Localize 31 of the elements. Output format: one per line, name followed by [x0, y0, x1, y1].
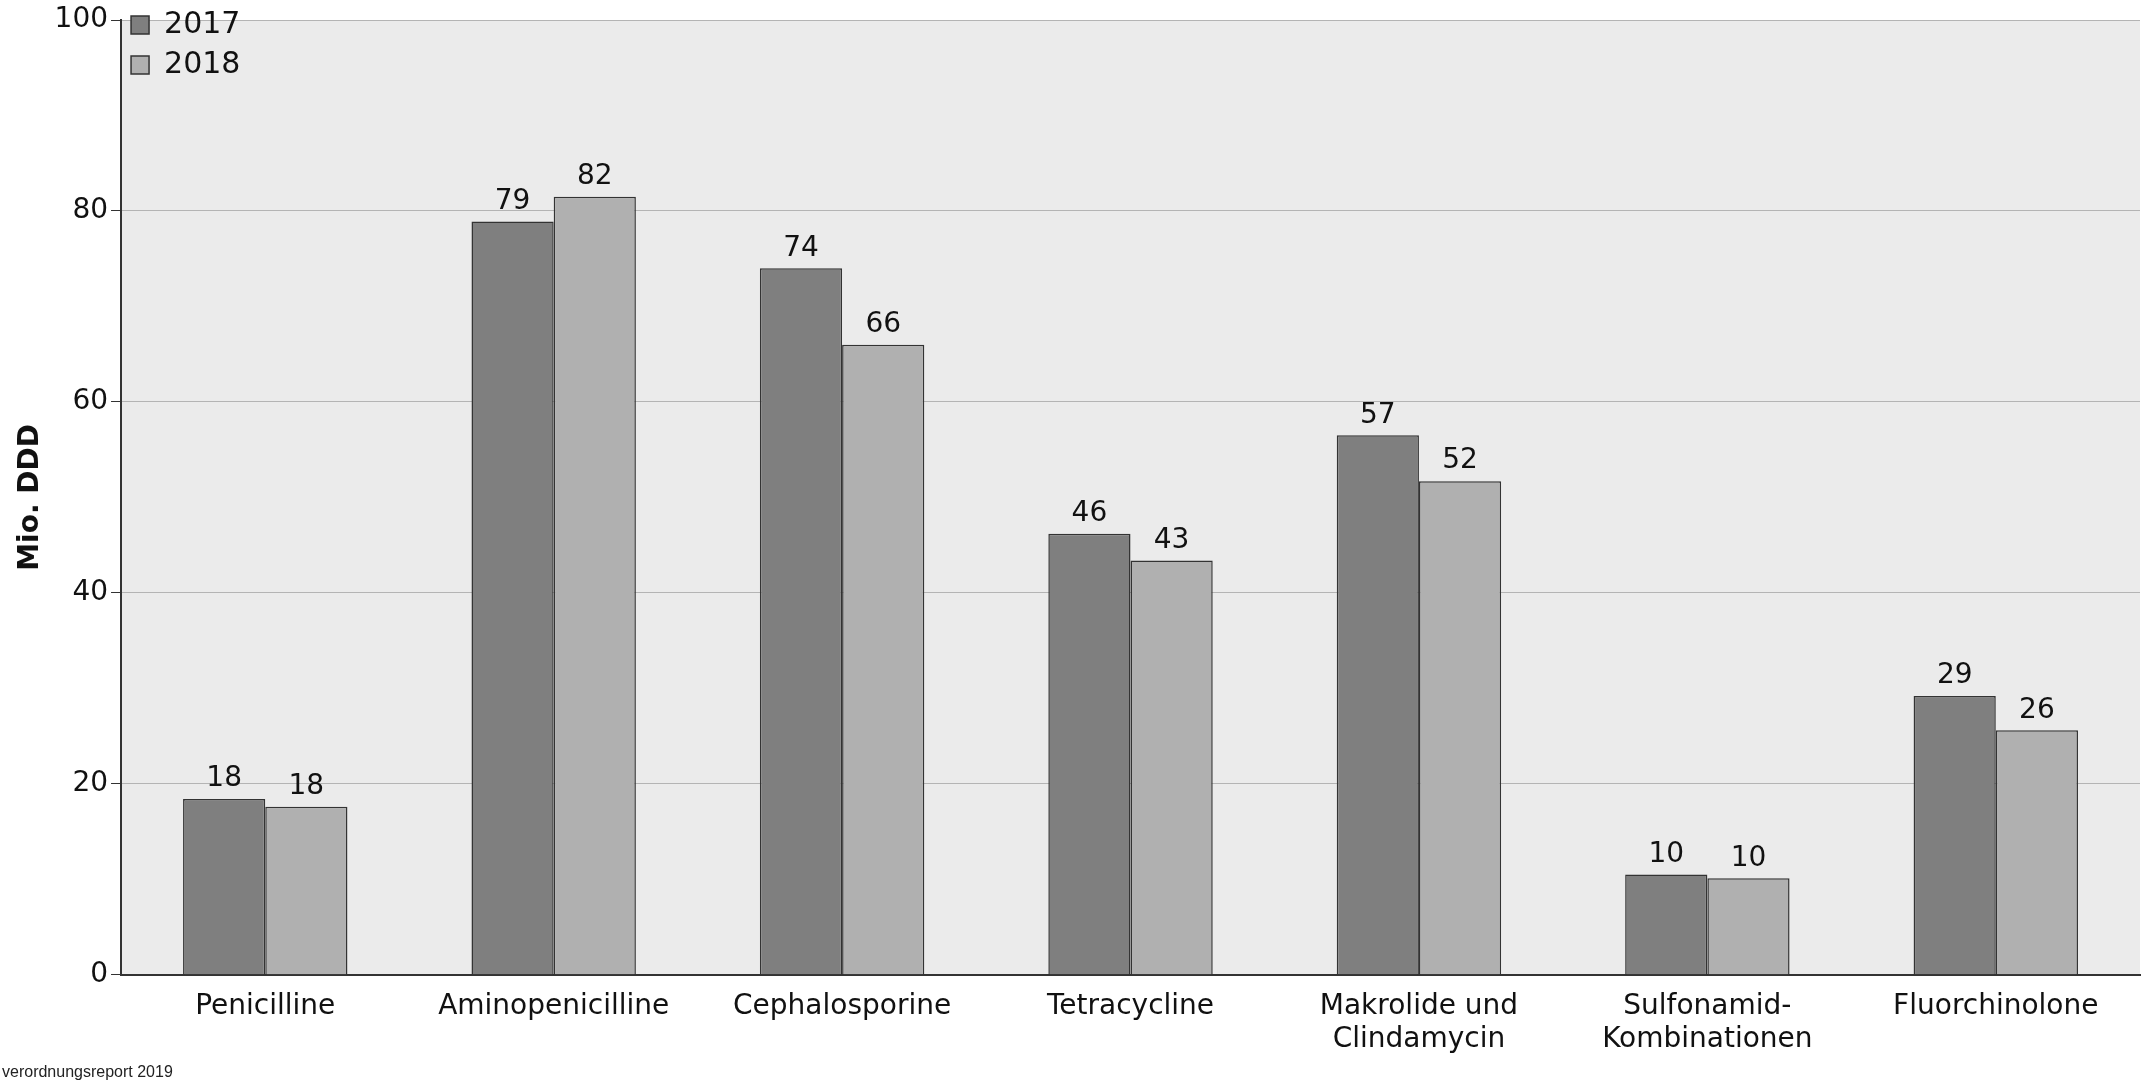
x-tick-label: Tetracycline — [1045, 987, 1215, 1021]
data-label: 46 — [1071, 494, 1108, 528]
legend-label: 2018 — [164, 44, 241, 80]
data-label: 10 — [1648, 835, 1685, 869]
data-label: 29 — [1936, 657, 1973, 691]
data-label: 79 — [494, 182, 531, 216]
data-label: 57 — [1360, 396, 1396, 430]
y-tick-label: 20 — [72, 765, 109, 799]
y-tick-label: 80 — [72, 192, 109, 226]
data-label: 82 — [576, 157, 613, 191]
data-label: 74 — [783, 229, 819, 263]
data-label: 26 — [2019, 691, 2055, 725]
data-label: 18 — [288, 768, 325, 802]
data-label: 10 — [1730, 839, 1767, 873]
data-label: 18 — [206, 760, 242, 794]
data-label: 43 — [1153, 521, 1190, 555]
x-tick-label: Fluorchinolone — [1893, 987, 2099, 1021]
y-tick-label: 0 — [90, 956, 109, 990]
legend-label: 2017 — [164, 4, 241, 40]
text: verordnungsreport 2019 — [2, 1063, 173, 1081]
y-axis-title: Mio. DDD — [12, 423, 46, 571]
data-label: 52 — [1442, 442, 1478, 476]
x-tick-label: Makrolide und Clindamycin — [1319, 987, 1519, 1055]
x-tick-label: Cephalosporine — [733, 987, 952, 1021]
data-label: 66 — [865, 305, 902, 339]
y-tick-label: 100 — [54, 1, 109, 35]
x-tick-label: Penicilline — [195, 987, 336, 1021]
x-tick-label: Aminopenicilline — [438, 987, 670, 1021]
y-tick-label: 40 — [72, 574, 109, 608]
x-tick-label: Sulfonamid-Kombinationen — [1602, 987, 1813, 1055]
y-tick-label: 60 — [72, 383, 109, 417]
